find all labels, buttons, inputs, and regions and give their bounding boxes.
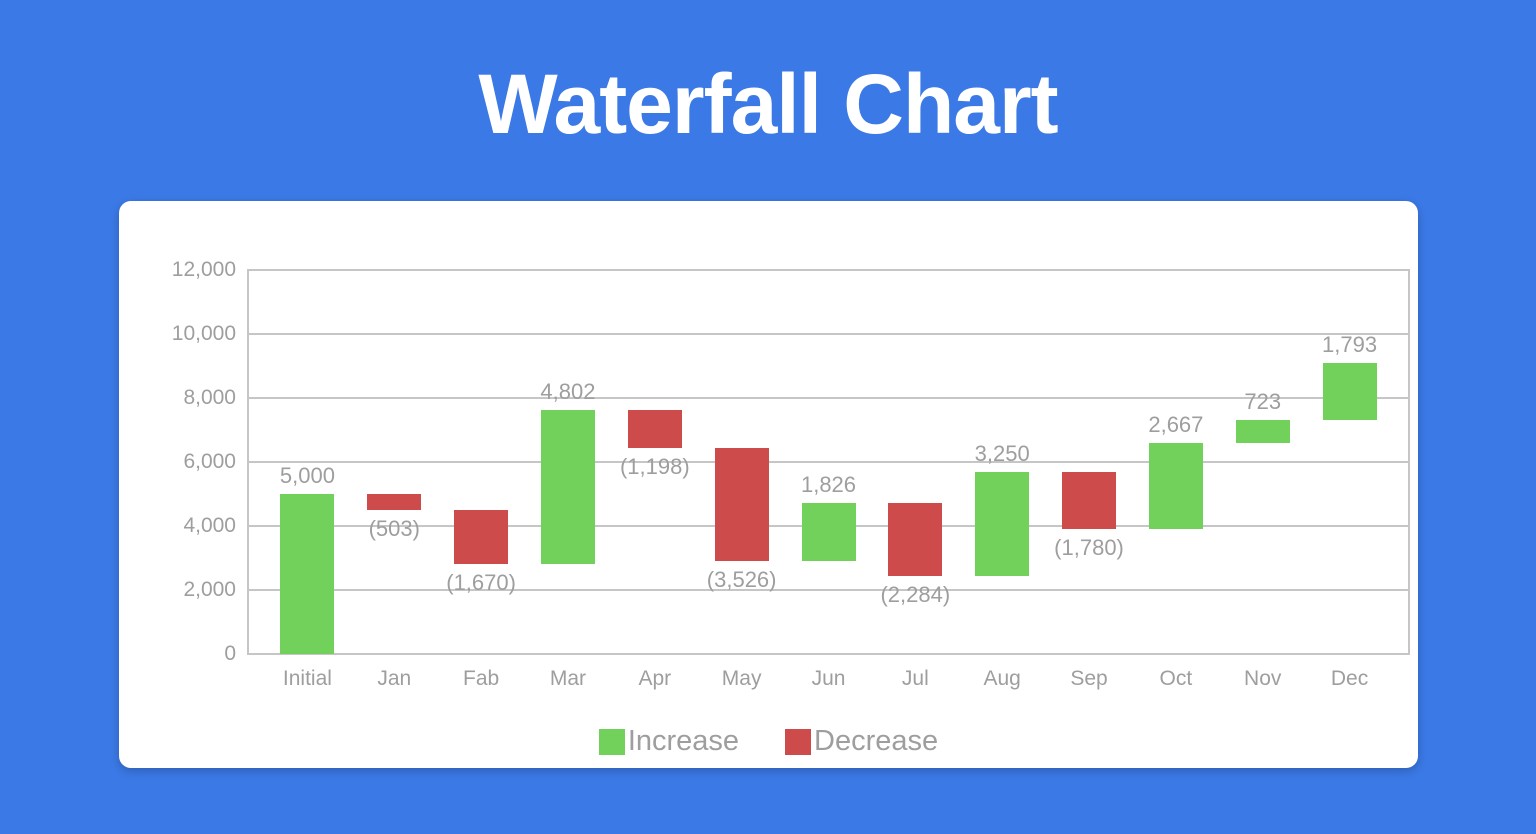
bar-sep xyxy=(1062,471,1117,529)
y-axis-tick-label: 6,000 xyxy=(183,450,236,473)
increase-swatch-icon xyxy=(598,728,625,755)
plot-area: 5,000 (503) (1,670) 4,802 (1,198) (3,526) 1,82… xyxy=(247,269,1410,655)
legend-item-decrease: Decrease xyxy=(785,725,938,758)
bar-value-label: (3,526) xyxy=(706,567,777,593)
x-axis-category-label: Sep xyxy=(1070,667,1108,690)
bar-value-label: 3,250 xyxy=(974,440,1030,466)
gridline xyxy=(247,397,1410,399)
bar-mar xyxy=(540,409,595,564)
x-axis-category-label: Jun xyxy=(811,667,846,690)
legend-item-increase: Increase xyxy=(598,725,740,758)
bar-value-label: (1,198) xyxy=(619,454,690,480)
x-axis-category-label: May xyxy=(721,667,762,690)
legend-decrease-label: Decrease xyxy=(814,725,939,757)
plot-left-border xyxy=(247,270,249,654)
x-axis-category-label: Jul xyxy=(901,667,929,690)
bar-aug xyxy=(975,471,1030,576)
bar-jul xyxy=(888,502,943,576)
bar-oct xyxy=(1148,443,1203,529)
decrease-swatch-icon xyxy=(785,728,812,755)
bar-value-label: 1,793 xyxy=(1322,331,1378,357)
y-axis-tick-label: 0 xyxy=(224,642,236,665)
gridline xyxy=(247,461,1410,463)
bar-nov xyxy=(1235,420,1290,444)
bar-initial xyxy=(280,494,335,654)
bar-fab xyxy=(454,510,509,564)
bar-value-label: 5,000 xyxy=(279,463,335,488)
page-title: Waterfall Chart xyxy=(478,57,1058,151)
bar-value-label: 2,667 xyxy=(1148,412,1204,438)
x-axis-line xyxy=(247,653,1410,655)
y-axis-tick-label: 8,000 xyxy=(183,386,236,409)
y-axis: 12,000 10,000 8,000 6,000 4,000 2,000 0 xyxy=(119,201,236,768)
y-axis-tick-label: 2,000 xyxy=(183,578,236,601)
bar-may xyxy=(714,448,769,562)
x-axis-category-label: Dec xyxy=(1330,667,1369,690)
bar-jun xyxy=(801,502,856,562)
bar-value-label: 723 xyxy=(1244,389,1282,415)
bar-value-label: (1,670) xyxy=(446,569,516,595)
y-axis-tick-label: 12,000 xyxy=(171,258,236,281)
chart-card: 12,000 10,000 8,000 6,000 4,000 2,000 0 5,000 (… xyxy=(119,201,1418,768)
x-axis: Initial Jan Fab Mar Apr May Jun Jul Aug Sep Oct Nov… xyxy=(247,667,1410,691)
bar-value-label: 4,802 xyxy=(540,378,596,404)
gridline xyxy=(247,589,1410,591)
bar-apr xyxy=(627,409,682,449)
x-axis-category-label: Jan xyxy=(377,667,412,690)
x-axis-category-label: Nov xyxy=(1244,667,1282,690)
bar-value-label: (1,780) xyxy=(1054,534,1124,560)
x-axis-category-label: Oct xyxy=(1159,667,1193,690)
gridline xyxy=(247,269,1410,271)
chart-legend: Increase Decrease xyxy=(119,725,1418,758)
gridline xyxy=(247,333,1410,335)
x-axis-category-label: Fab xyxy=(463,667,500,690)
x-axis-category-label: Apr xyxy=(638,667,672,690)
x-axis-category-label: Aug xyxy=(983,667,1021,690)
plot-right-border xyxy=(1408,270,1410,654)
bar-value-label: (503) xyxy=(368,516,420,542)
legend-increase-label: Increase xyxy=(627,725,740,757)
x-axis-category-label: Mar xyxy=(549,667,587,690)
bar-jan xyxy=(367,494,422,511)
bar-value-label: (2,284) xyxy=(880,581,951,607)
bar-value-label: 1,826 xyxy=(800,471,857,497)
bar-dec xyxy=(1322,362,1377,421)
y-axis-tick-label: 4,000 xyxy=(183,514,236,537)
x-axis-category-label: Initial xyxy=(282,667,332,690)
y-axis-tick-label: 10,000 xyxy=(171,322,236,345)
